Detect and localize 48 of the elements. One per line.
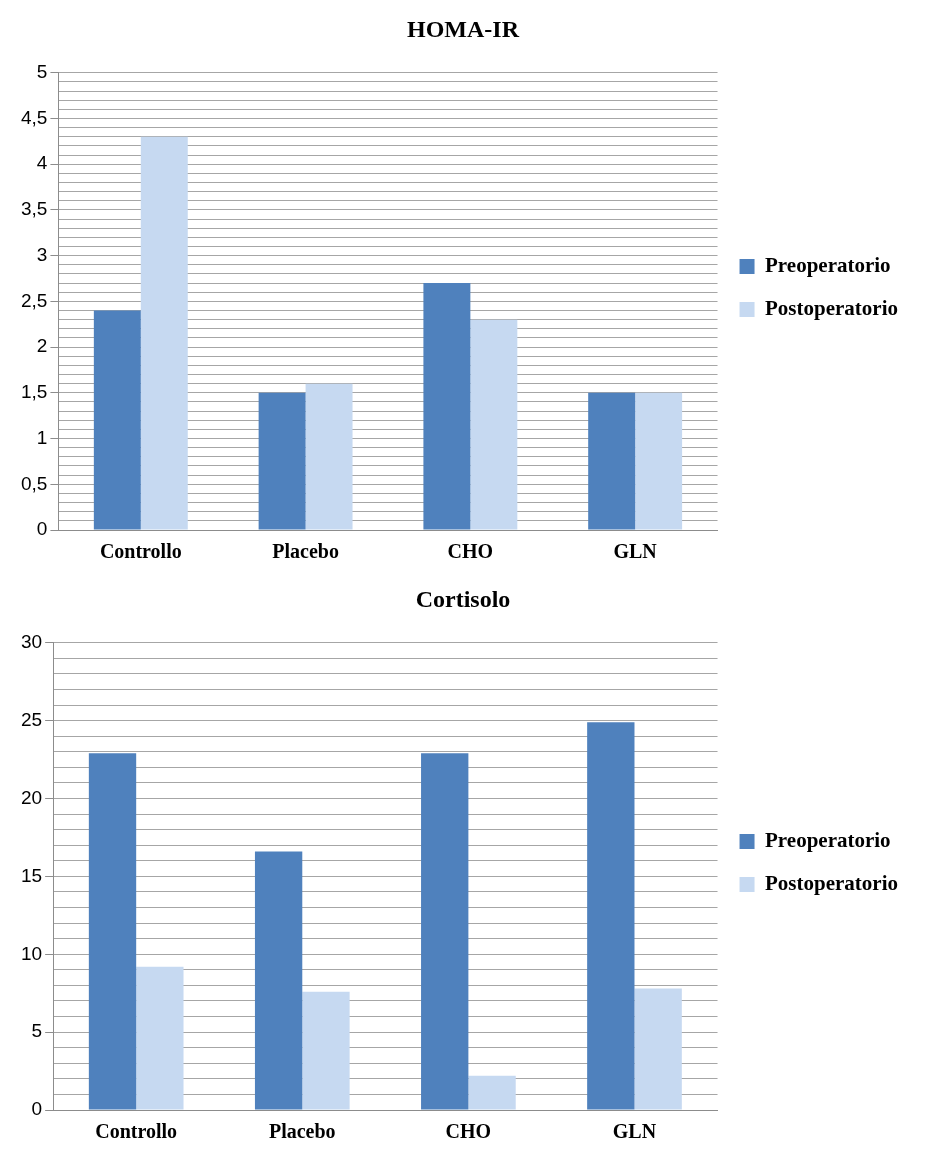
bar [635, 392, 683, 530]
x-tick-label: Controllo [99, 540, 182, 563]
bar [634, 988, 682, 1110]
y-tick-label: 2,5 [20, 289, 48, 311]
bar [88, 753, 137, 1110]
x-tick-label: Placebo [268, 1120, 336, 1143]
bar [258, 392, 306, 530]
legend-label: Preoperatorio [765, 827, 891, 852]
chart-title: Cortisolo [415, 585, 511, 612]
y-tick-label: 4,5 [20, 106, 48, 128]
bar [140, 136, 188, 530]
y-tick-label: 1 [36, 426, 48, 448]
x-tick-label: CHO [447, 540, 494, 563]
y-tick-label: 3,5 [20, 198, 48, 220]
x-tick-label: GLN [613, 540, 658, 563]
x-tick-label: Placebo [272, 540, 339, 563]
y-tick-label: 25 [20, 708, 43, 730]
bar [587, 722, 635, 1110]
y-tick-label: 0 [31, 1098, 43, 1120]
bar [470, 319, 518, 530]
bar [468, 1075, 516, 1110]
y-tick-label: 10 [20, 942, 43, 964]
x-tick-label: Controllo [95, 1120, 178, 1143]
bar [588, 392, 636, 530]
bar [254, 851, 303, 1110]
legend-label: Postoperatorio [765, 295, 899, 320]
bar [302, 991, 350, 1110]
y-tick-label: 2 [36, 335, 48, 357]
y-tick-label: 4 [36, 152, 48, 174]
y-tick-label: 30 [20, 631, 43, 653]
y-tick-label: 20 [20, 786, 43, 808]
x-tick-label: CHO [445, 1120, 492, 1143]
y-tick-label: 0 [36, 518, 48, 540]
y-tick-label: 3 [36, 243, 48, 265]
bar [305, 383, 353, 530]
y-tick-label: 5 [31, 1020, 43, 1042]
bar [136, 966, 184, 1110]
legend-label: Postoperatorio [765, 870, 899, 895]
y-tick-label: 0,5 [20, 472, 48, 494]
bar [93, 310, 141, 530]
y-tick-label: 1,5 [20, 381, 48, 403]
y-tick-label: 5 [36, 61, 48, 83]
bar [421, 753, 469, 1110]
y-tick-label: 15 [20, 864, 43, 886]
legend-label: Preoperatorio [765, 252, 891, 277]
x-tick-label: GLN [612, 1120, 657, 1143]
bar [423, 283, 471, 530]
chart-title: HOMA-IR [407, 15, 520, 42]
